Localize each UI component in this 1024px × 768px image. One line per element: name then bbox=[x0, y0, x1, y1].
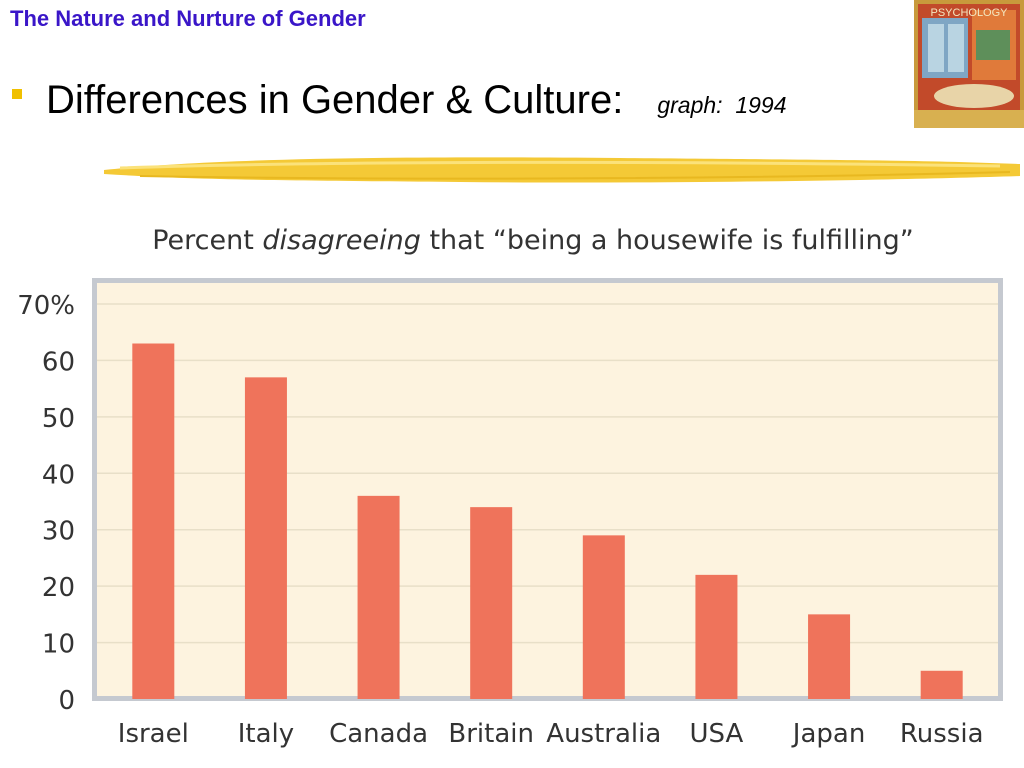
y-tick-label: 0 bbox=[58, 686, 75, 716]
bar-usa bbox=[695, 574, 738, 699]
y-tick-label: 40 bbox=[42, 460, 75, 490]
subtitle-row: Differences in Gender & Culture: graph: … bbox=[12, 78, 787, 128]
chart-title-part-3: that “being a housewife is fulfilling” bbox=[421, 225, 914, 256]
plot-area bbox=[97, 283, 998, 696]
x-tick-label: Israel bbox=[118, 719, 189, 749]
y-tick-label: 30 bbox=[42, 517, 75, 547]
bar-italy bbox=[244, 377, 287, 699]
x-tick-label: Canada bbox=[329, 719, 428, 749]
y-tick-label: 50 bbox=[42, 404, 75, 434]
bar-russia bbox=[920, 670, 963, 699]
book-cover-title: PSYCHOLOGY bbox=[930, 7, 1008, 19]
bar-australia bbox=[582, 535, 625, 699]
chart-title-part-1: Percent bbox=[152, 225, 262, 256]
x-tick-label: USA bbox=[690, 719, 744, 749]
x-tick-label: Australia bbox=[546, 719, 661, 749]
y-tick-label: 10 bbox=[42, 630, 75, 660]
book-cover-image: PSYCHOLOGY bbox=[914, 0, 1024, 128]
chart-title: Percent disagreeing that “being a housew… bbox=[152, 225, 914, 256]
chart-title-part-2: disagreeing bbox=[262, 225, 420, 256]
subtitle-note: graph: 1994 bbox=[657, 92, 787, 118]
bar-japan bbox=[808, 614, 851, 699]
yellow-divider-stroke bbox=[100, 150, 1024, 190]
slide-title: The Nature and Nurture of Gender bbox=[10, 6, 366, 31]
y-tick-label: 20 bbox=[42, 573, 75, 603]
x-tick-label: Japan bbox=[791, 719, 866, 749]
x-tick-label: Russia bbox=[900, 719, 984, 749]
x-tick-label: Italy bbox=[238, 719, 294, 749]
bar-israel bbox=[132, 343, 175, 699]
bar-britain bbox=[470, 507, 513, 699]
y-tick-label: 70% bbox=[17, 291, 75, 321]
subtitle: Differences in Gender & Culture: bbox=[46, 78, 624, 122]
bar-canada bbox=[357, 495, 400, 699]
square-bullet-icon bbox=[12, 89, 22, 99]
y-tick-label: 60 bbox=[42, 347, 75, 377]
x-tick-label: Britain bbox=[448, 719, 534, 749]
